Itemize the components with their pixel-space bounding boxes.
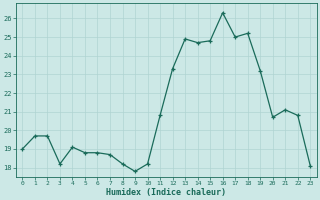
X-axis label: Humidex (Indice chaleur): Humidex (Indice chaleur) [106, 188, 226, 197]
